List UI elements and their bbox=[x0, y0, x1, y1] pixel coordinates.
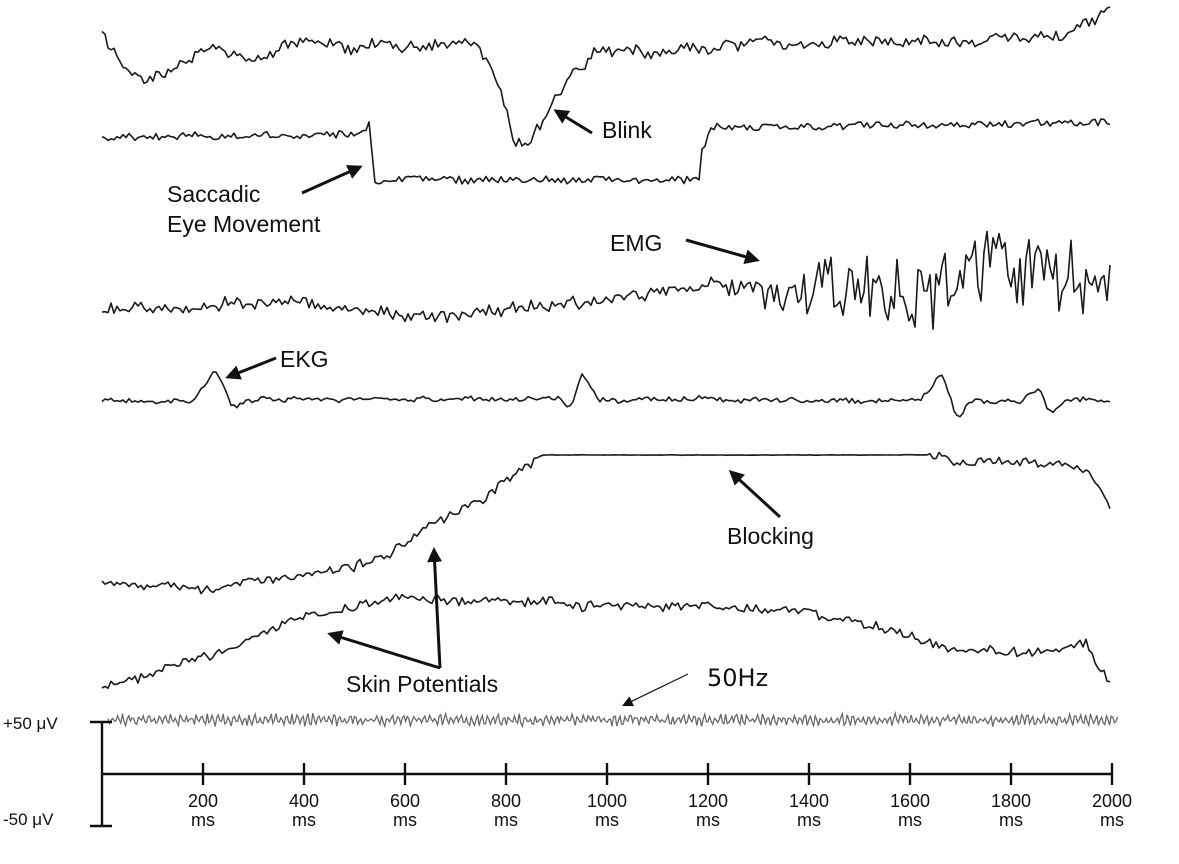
x-tick-unit-2000: ms bbox=[1100, 810, 1124, 830]
line-noise-trace bbox=[107, 710, 1119, 729]
saccade-label-line1: Saccadic bbox=[167, 181, 260, 207]
ekg-label: EKG bbox=[280, 346, 329, 372]
x-tick-label-1000: 1000 bbox=[587, 791, 627, 811]
x-tick-label-1800: 1800 bbox=[991, 791, 1031, 811]
trace-group bbox=[101, 6, 1119, 729]
x-tick-unit-1800: ms bbox=[999, 810, 1023, 830]
line-noise-label: 50Hz bbox=[707, 664, 768, 692]
y-scale-top-label: +50 μV bbox=[3, 714, 58, 733]
skin-potentials-label: Skin Potentials bbox=[346, 671, 498, 697]
blink-trace bbox=[101, 6, 1111, 147]
x-tick-label-600: 600 bbox=[390, 791, 420, 811]
emg-trace bbox=[101, 230, 1111, 330]
x-tick-unit-600: ms bbox=[393, 810, 417, 830]
x-tick-label-1600: 1600 bbox=[890, 791, 930, 811]
line-noise-arrow bbox=[622, 673, 689, 707]
x-tick-unit-800: ms bbox=[494, 810, 518, 830]
saccade-trace bbox=[101, 118, 1111, 185]
x-tick-label-1400: 1400 bbox=[789, 791, 829, 811]
x-tick-unit-400: ms bbox=[292, 810, 316, 830]
blocking-label: Blocking bbox=[727, 523, 814, 549]
skin-arrow-left bbox=[327, 630, 441, 670]
emg-label: EMG bbox=[610, 230, 662, 256]
y-scale-bottom-label: -50 μV bbox=[3, 810, 54, 829]
emg-arrow bbox=[685, 238, 760, 264]
x-tick-label-2000: 2000 bbox=[1092, 791, 1132, 811]
skin-arrow-up bbox=[427, 547, 443, 669]
x-tick-unit-200: ms bbox=[191, 810, 215, 830]
x-ticks: 200ms400ms600ms800ms1000ms1200ms1400ms16… bbox=[188, 763, 1132, 830]
saccade-arrow bbox=[301, 165, 363, 195]
x-tick-unit-1200: ms bbox=[696, 810, 720, 830]
skin-potential-trace bbox=[101, 593, 1111, 689]
x-tick-label-200: 200 bbox=[188, 791, 218, 811]
x-tick-label-1200: 1200 bbox=[688, 791, 728, 811]
x-tick-label-400: 400 bbox=[289, 791, 319, 811]
ekg-trace bbox=[101, 371, 1111, 418]
saccade-label-line2: Eye Movement bbox=[167, 211, 321, 237]
ekg-arrow bbox=[225, 356, 277, 380]
x-tick-unit-1400: ms bbox=[797, 810, 821, 830]
blocking-arrow bbox=[728, 469, 782, 519]
x-tick-unit-1600: ms bbox=[898, 810, 922, 830]
blocking-trace bbox=[101, 451, 1111, 595]
scale-axes: 200ms400ms600ms800ms1000ms1200ms1400ms16… bbox=[90, 720, 1132, 830]
x-tick-label-800: 800 bbox=[491, 791, 521, 811]
blink-label: Blink bbox=[602, 117, 652, 143]
blink-arrow bbox=[553, 109, 593, 135]
x-tick-unit-1000: ms bbox=[595, 810, 619, 830]
